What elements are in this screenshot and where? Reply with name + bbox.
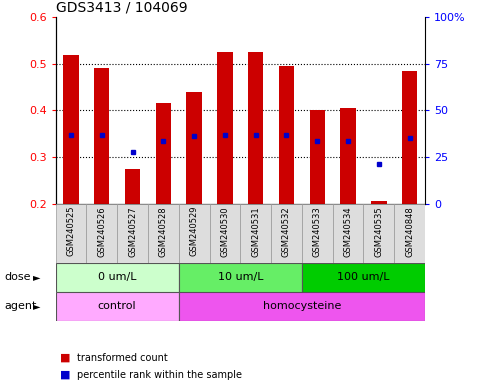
Text: GSM240527: GSM240527 [128, 206, 137, 257]
Text: ■: ■ [60, 370, 71, 380]
Bar [341, 108, 356, 204]
Text: GSM240529: GSM240529 [190, 206, 199, 257]
Bar [63, 55, 79, 204]
Text: control: control [98, 301, 136, 311]
Bar [371, 201, 386, 204]
Text: GSM240534: GSM240534 [343, 206, 353, 257]
Text: agent: agent [5, 301, 37, 311]
Bar [302, 204, 333, 263]
Text: GDS3413 / 104069: GDS3413 / 104069 [56, 1, 187, 15]
Bar [186, 92, 202, 204]
Text: GSM240531: GSM240531 [251, 206, 260, 257]
Bar [179, 292, 425, 321]
Text: GSM240532: GSM240532 [282, 206, 291, 257]
Bar [56, 204, 86, 263]
Text: ►: ► [32, 301, 40, 311]
Text: dose: dose [5, 272, 31, 283]
Text: GSM240533: GSM240533 [313, 206, 322, 257]
Bar [179, 263, 302, 292]
Bar [333, 204, 364, 263]
Text: homocysteine: homocysteine [263, 301, 341, 311]
Bar [240, 204, 271, 263]
Bar [179, 204, 210, 263]
Bar [271, 204, 302, 263]
Text: ■: ■ [60, 353, 71, 363]
Bar [117, 204, 148, 263]
Bar [310, 111, 325, 204]
Text: 10 um/L: 10 um/L [217, 272, 263, 283]
Text: 100 um/L: 100 um/L [337, 272, 390, 283]
Bar [210, 204, 240, 263]
Bar [94, 68, 110, 204]
Text: GSM240535: GSM240535 [374, 206, 384, 257]
Bar [156, 103, 171, 204]
Bar [217, 52, 233, 204]
Text: 0 um/L: 0 um/L [98, 272, 136, 283]
Text: transformed count: transformed count [77, 353, 168, 363]
Bar [148, 204, 179, 263]
Text: GSM240526: GSM240526 [97, 206, 106, 257]
Text: GSM240530: GSM240530 [220, 206, 229, 257]
Bar [402, 71, 417, 204]
Bar [364, 204, 394, 263]
Bar [86, 204, 117, 263]
Bar [56, 263, 179, 292]
Text: GSM240528: GSM240528 [159, 206, 168, 257]
Bar [302, 263, 425, 292]
Bar [248, 52, 263, 204]
Text: GSM240525: GSM240525 [67, 206, 75, 257]
Text: percentile rank within the sample: percentile rank within the sample [77, 370, 242, 380]
Bar [394, 204, 425, 263]
Bar [279, 66, 294, 204]
Bar [125, 169, 140, 204]
Text: ►: ► [32, 272, 40, 283]
Bar [56, 292, 179, 321]
Text: GSM240848: GSM240848 [405, 206, 414, 257]
